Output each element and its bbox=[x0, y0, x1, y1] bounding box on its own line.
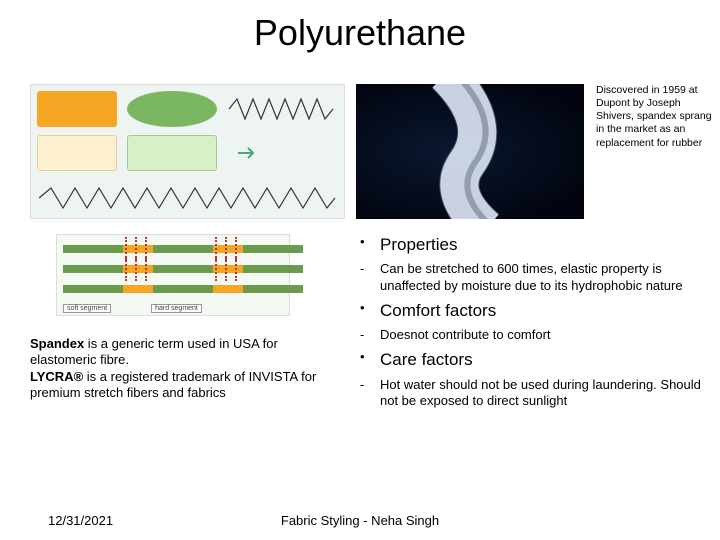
soft-segment-label: soft segment bbox=[63, 304, 111, 313]
bullet-icon: • bbox=[356, 234, 380, 255]
comfort-detail: Doesnot contribute to comfort bbox=[380, 327, 706, 343]
properties-heading: Properties bbox=[380, 234, 706, 255]
segment-row bbox=[63, 245, 283, 253]
dash-icon: - bbox=[356, 327, 380, 343]
segment-row bbox=[63, 265, 283, 273]
segment-labels: soft segment hard segment bbox=[63, 304, 283, 313]
list-item: • Comfort factors bbox=[356, 300, 706, 321]
soft-monomer-icon bbox=[37, 135, 117, 171]
polymer-chain-icon bbox=[227, 91, 337, 127]
properties-list: • Properties - Can be stretched to 600 t… bbox=[356, 234, 706, 415]
lycra-term: LYCRA® bbox=[30, 369, 83, 384]
aliphatic-block-icon bbox=[127, 91, 217, 127]
body-text: Spandex is a generic term used in USA fo… bbox=[30, 336, 335, 401]
dash-icon: - bbox=[356, 377, 380, 410]
hard-monomer-icon bbox=[127, 135, 217, 171]
bullet-icon: • bbox=[356, 300, 380, 321]
hard-segment-label: hard segment bbox=[151, 304, 202, 313]
list-item: - Can be stretched to 600 times, elastic… bbox=[356, 261, 706, 294]
fiber-photo bbox=[356, 84, 584, 219]
segment-row bbox=[63, 285, 283, 293]
comfort-heading: Comfort factors bbox=[380, 300, 706, 321]
list-item: • Properties bbox=[356, 234, 706, 255]
segment-diagram: soft segment hard segment bbox=[56, 234, 290, 316]
spandex-term: Spandex bbox=[30, 336, 84, 351]
list-item: - Doesnot contribute to comfort bbox=[356, 327, 706, 343]
dash-icon: - bbox=[356, 261, 380, 294]
product-chain-icon bbox=[37, 183, 337, 213]
bullet-icon: • bbox=[356, 349, 380, 370]
list-item: - Hot water should not be used during la… bbox=[356, 377, 706, 410]
reaction-arrow-icon bbox=[236, 143, 256, 163]
content-area: soft segment hard segment Discovered in … bbox=[0, 54, 720, 534]
care-detail: Hot water should not be used during laun… bbox=[380, 377, 706, 410]
slide-title: Polyurethane bbox=[0, 0, 720, 54]
discovery-caption: Discovered in 1959 at Dupont by Joseph S… bbox=[596, 84, 714, 150]
aromatic-block-icon bbox=[37, 91, 117, 127]
footer-author: Fabric Styling - Neha Singh bbox=[0, 513, 720, 528]
list-item: • Care factors bbox=[356, 349, 706, 370]
properties-detail: Can be stretched to 600 times, elastic p… bbox=[380, 261, 706, 294]
chemistry-diagram bbox=[30, 84, 345, 219]
care-heading: Care factors bbox=[380, 349, 706, 370]
